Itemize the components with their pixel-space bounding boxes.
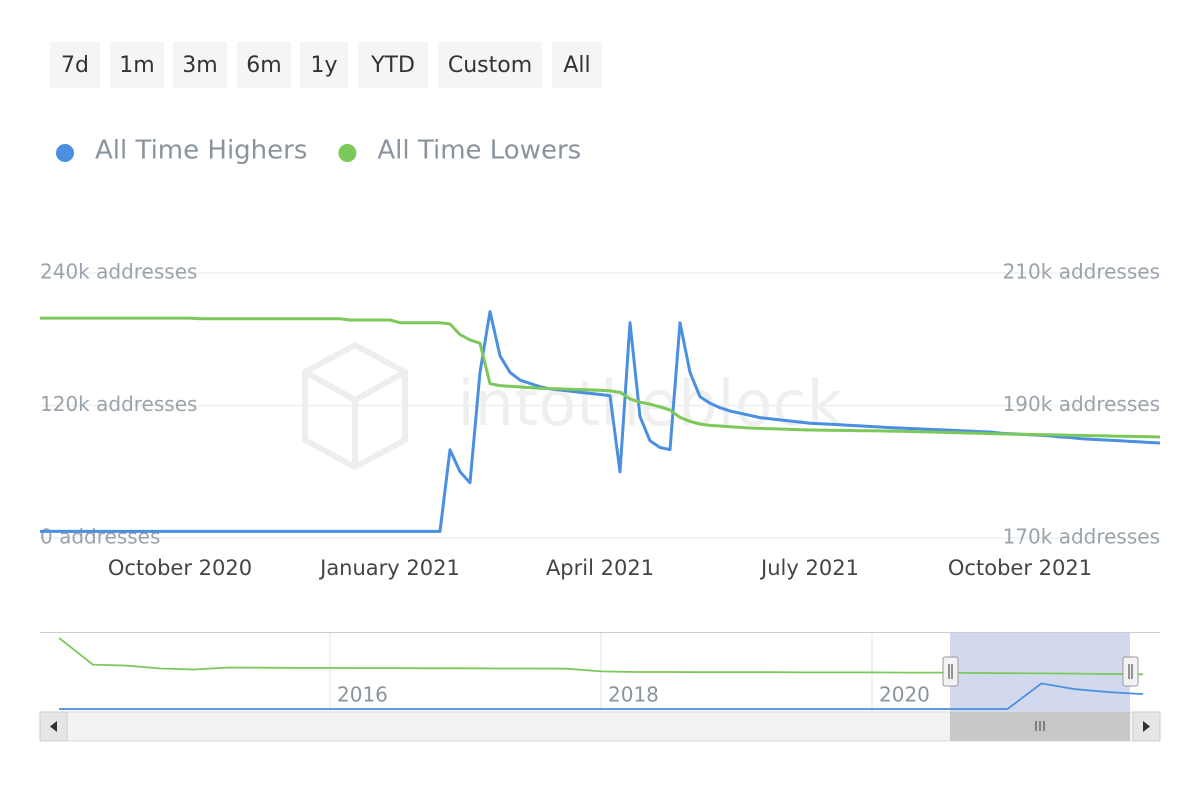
- range-button-label: 3m: [182, 53, 217, 78]
- y2-tick-label: 190k addresses: [1003, 392, 1160, 416]
- y-tick-label: 0 addresses: [40, 525, 160, 549]
- watermark-logo: [302, 341, 408, 471]
- range-button-label: 7d: [61, 53, 89, 78]
- scroll-right-arrow: [1143, 721, 1150, 732]
- chart-layer: 7d 1m 3m 6m 1y YTD Custom All 0 addresses 120k ad…: [40, 42, 1161, 711]
- legend-marker[interactable]: [338, 144, 357, 162]
- y-tick-label: 240k addresses: [40, 260, 197, 284]
- navigator-tick-label: 2020: [879, 683, 930, 707]
- x-tick-label: October 2020: [108, 556, 252, 580]
- scroll-left-arrow: [50, 721, 57, 732]
- range-button[interactable]: [552, 42, 602, 88]
- x-tick-label: April 2021: [546, 556, 654, 580]
- range-button[interactable]: [110, 42, 164, 88]
- x-tick-label: July 2021: [759, 556, 859, 580]
- legend-label[interactable]: All Time Lowers: [377, 136, 581, 166]
- navigator-line: [58, 637, 1144, 676]
- y2-tick-label: 210k addresses: [1003, 260, 1160, 284]
- scrollbar-grip: [1035, 721, 1045, 731]
- legend-marker[interactable]: [56, 144, 74, 162]
- y2-tick-label: 170k addresses: [1003, 525, 1160, 549]
- series-line: [40, 316, 1161, 439]
- series-line: [40, 310, 1161, 533]
- range-button-label: 6m: [246, 53, 281, 78]
- range-button[interactable]: [50, 42, 100, 88]
- range-button-label: 1y: [310, 53, 337, 78]
- range-button[interactable]: [173, 42, 227, 88]
- navigator-tick-label: 2018: [608, 683, 659, 707]
- range-button[interactable]: [358, 42, 428, 88]
- navigator-tick-label: 2016: [337, 683, 388, 707]
- navigator-line: [59, 682, 1144, 710]
- range-button-label: All: [563, 53, 590, 78]
- range-button[interactable]: [300, 42, 348, 88]
- x-tick-label: October 2021: [948, 556, 1092, 580]
- y-tick-label: 120k addresses: [40, 392, 197, 416]
- range-button-label: 1m: [119, 53, 154, 78]
- navigator-selection[interactable]: [950, 632, 1130, 712]
- range-button-label: Custom: [448, 53, 532, 78]
- legend-label[interactable]: All Time Highers: [95, 136, 307, 166]
- range-button-label: YTD: [370, 53, 415, 78]
- x-tick-label: January 2021: [318, 556, 460, 580]
- range-button[interactable]: [237, 42, 291, 88]
- range-button[interactable]: [438, 42, 542, 88]
- navigator-handles[interactable]: [942, 656, 1139, 687]
